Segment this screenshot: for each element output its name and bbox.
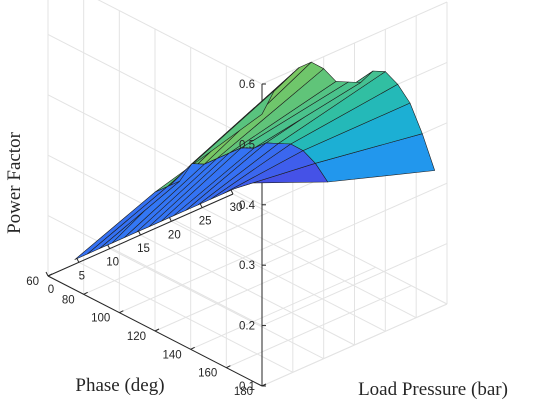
grid-line — [83, 211, 269, 295]
grid-line — [226, 285, 412, 369]
z-tick-label: 0.4 — [239, 200, 256, 212]
z-axis-title: Power Factor — [4, 131, 25, 234]
grid-line — [154, 248, 341, 332]
z-tick-label: 0.5 — [239, 139, 255, 151]
y-tick-mark — [83, 291, 88, 295]
y-tick-label: 60 — [26, 276, 39, 288]
grid-line — [119, 230, 305, 314]
grid-line — [190, 266, 376, 350]
y-tick-mark — [47, 273, 53, 277]
x-tick-label: 20 — [168, 229, 181, 241]
x-tick-label: 0 — [48, 284, 54, 296]
z-tick-label: 0.6 — [239, 79, 255, 91]
surface-patch — [74, 186, 168, 260]
z-tick-label: 0.2 — [239, 321, 255, 333]
x-tick-mark — [76, 258, 80, 263]
x-tick-label: 10 — [106, 257, 119, 269]
y-axis-title: Phase (deg) — [75, 375, 164, 396]
y-tick-label: 140 — [162, 349, 181, 361]
x-tick-label: 30 — [230, 202, 243, 214]
y-tick-mark — [119, 310, 124, 314]
y-tick-mark — [190, 346, 195, 350]
y-tick-label: 100 — [91, 313, 110, 325]
y-tick-label: 180 — [234, 386, 253, 398]
x-tick-mark — [107, 244, 111, 249]
x-tick-mark — [168, 217, 172, 222]
y-tick-label: 80 — [62, 294, 75, 306]
y-tick-label: 120 — [127, 331, 146, 343]
x-tick-label: 5 — [79, 270, 85, 282]
grid-line — [261, 303, 448, 387]
x-tick-mark — [199, 203, 203, 208]
z-tick-label: 0.1 — [239, 381, 255, 393]
x-axis-title: Load Pressure (bar) — [358, 379, 508, 400]
x-tick-mark — [138, 230, 141, 236]
y-tick-mark — [154, 328, 160, 332]
y-tick-label: 160 — [198, 368, 217, 380]
x-tick-mark — [230, 189, 234, 195]
z-tick-label: 0.3 — [239, 260, 255, 272]
x-tick-mark — [45, 271, 49, 277]
surface — [74, 61, 436, 260]
x-tick-label: 15 — [137, 243, 150, 255]
x-tick-label: 25 — [199, 216, 212, 228]
y-tick-mark — [226, 365, 231, 369]
